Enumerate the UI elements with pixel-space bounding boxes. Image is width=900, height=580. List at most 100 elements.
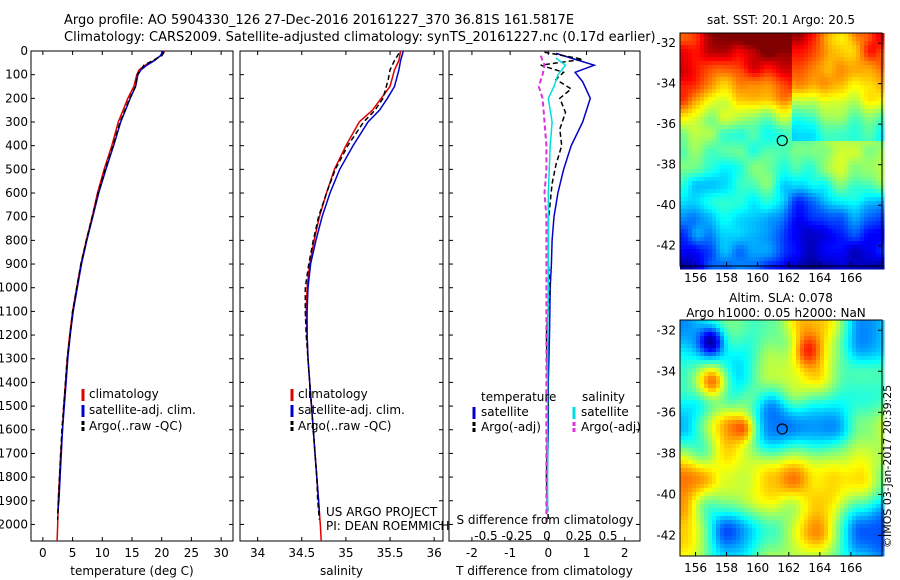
map-cell [868, 412, 873, 417]
map-cell [732, 61, 737, 66]
map-cell [872, 161, 877, 166]
map-cell [708, 73, 713, 78]
map-cell [708, 205, 713, 210]
map-cell [716, 129, 721, 134]
map-cell [780, 340, 785, 345]
map-cell [744, 233, 749, 238]
map-cell [688, 169, 693, 174]
map-cell [680, 340, 685, 345]
map-cell [844, 93, 849, 98]
map-cell [692, 408, 697, 413]
map-cell [836, 261, 841, 266]
map-cell [856, 197, 861, 202]
map-cell [744, 149, 749, 154]
map-cell [872, 360, 877, 365]
map-cell [736, 420, 741, 425]
map-cell [780, 356, 785, 361]
map-cell [804, 81, 809, 86]
map-cell [688, 85, 693, 90]
map-cell [740, 153, 745, 158]
map-cell [860, 249, 865, 254]
map-cell [792, 153, 797, 158]
map-cell [796, 432, 801, 437]
map-cell [744, 412, 749, 417]
map-cell [796, 332, 801, 337]
map-cell [696, 189, 701, 194]
map-cell [852, 380, 857, 385]
map-cell [860, 33, 865, 38]
map-cell [740, 89, 745, 94]
map-cell [776, 368, 781, 373]
map-cell [768, 73, 773, 78]
map-cell [800, 396, 805, 401]
map-cell [752, 33, 757, 38]
map-cell [732, 229, 737, 234]
map-cell [784, 149, 789, 154]
map-cell [868, 85, 873, 90]
map-cell [768, 205, 773, 210]
map-cell [732, 89, 737, 94]
map-cell [868, 157, 873, 162]
map-cell [716, 448, 721, 453]
map-cell [684, 41, 689, 46]
map-cell [804, 344, 809, 349]
map-cell [744, 340, 749, 345]
map-cell [796, 356, 801, 361]
map-cell [732, 105, 737, 110]
map-cell [724, 428, 729, 433]
map-cell [864, 249, 869, 254]
map-cell [696, 157, 701, 162]
map-cell [728, 217, 733, 222]
map-cell [796, 392, 801, 397]
map-cell [848, 101, 853, 106]
map-cell [856, 57, 861, 62]
map-cell [856, 328, 861, 333]
map-cell [792, 185, 797, 190]
map-cell [868, 197, 873, 202]
map-cell [692, 352, 697, 357]
top-axis-label: S difference from climatology [457, 513, 634, 527]
map-cell [856, 336, 861, 341]
x-tick-label: 10 [95, 546, 110, 560]
y-tick-label: 1400 [0, 375, 28, 389]
map-cell [756, 221, 761, 226]
map-cell [872, 89, 877, 94]
map-cell [720, 105, 725, 110]
map-cell [712, 320, 717, 325]
map-cell [756, 197, 761, 202]
map-cell [844, 368, 849, 373]
map-cell [776, 37, 781, 42]
map-cell [876, 241, 881, 246]
map-cell [752, 245, 757, 250]
map-cell [840, 416, 845, 421]
map-cell [832, 336, 837, 341]
map-cell [704, 368, 709, 373]
map-cell [836, 440, 841, 445]
map-cell [784, 404, 789, 409]
map-cell [848, 149, 853, 154]
map-cell [872, 340, 877, 345]
map-cell [836, 145, 841, 150]
map-cell [828, 245, 833, 250]
map-cell [868, 49, 873, 54]
map-cell [800, 149, 805, 154]
map-cell [864, 85, 869, 90]
map-cell [864, 444, 869, 449]
map-cell [808, 368, 813, 373]
map-cell [700, 53, 705, 58]
map-cell [744, 384, 749, 389]
map-cell [812, 328, 817, 333]
map-cell [788, 372, 793, 377]
map-cell [728, 388, 733, 393]
map-cell [764, 364, 769, 369]
map-cell [788, 217, 793, 222]
map-cell [872, 61, 877, 66]
map-cell [852, 97, 857, 102]
map-cell [876, 404, 881, 409]
map-cell [684, 249, 689, 254]
map-cell [876, 257, 881, 262]
map-cell [724, 396, 729, 401]
map-cell [760, 201, 765, 206]
map-cell [680, 141, 685, 146]
map-cell [856, 49, 861, 54]
